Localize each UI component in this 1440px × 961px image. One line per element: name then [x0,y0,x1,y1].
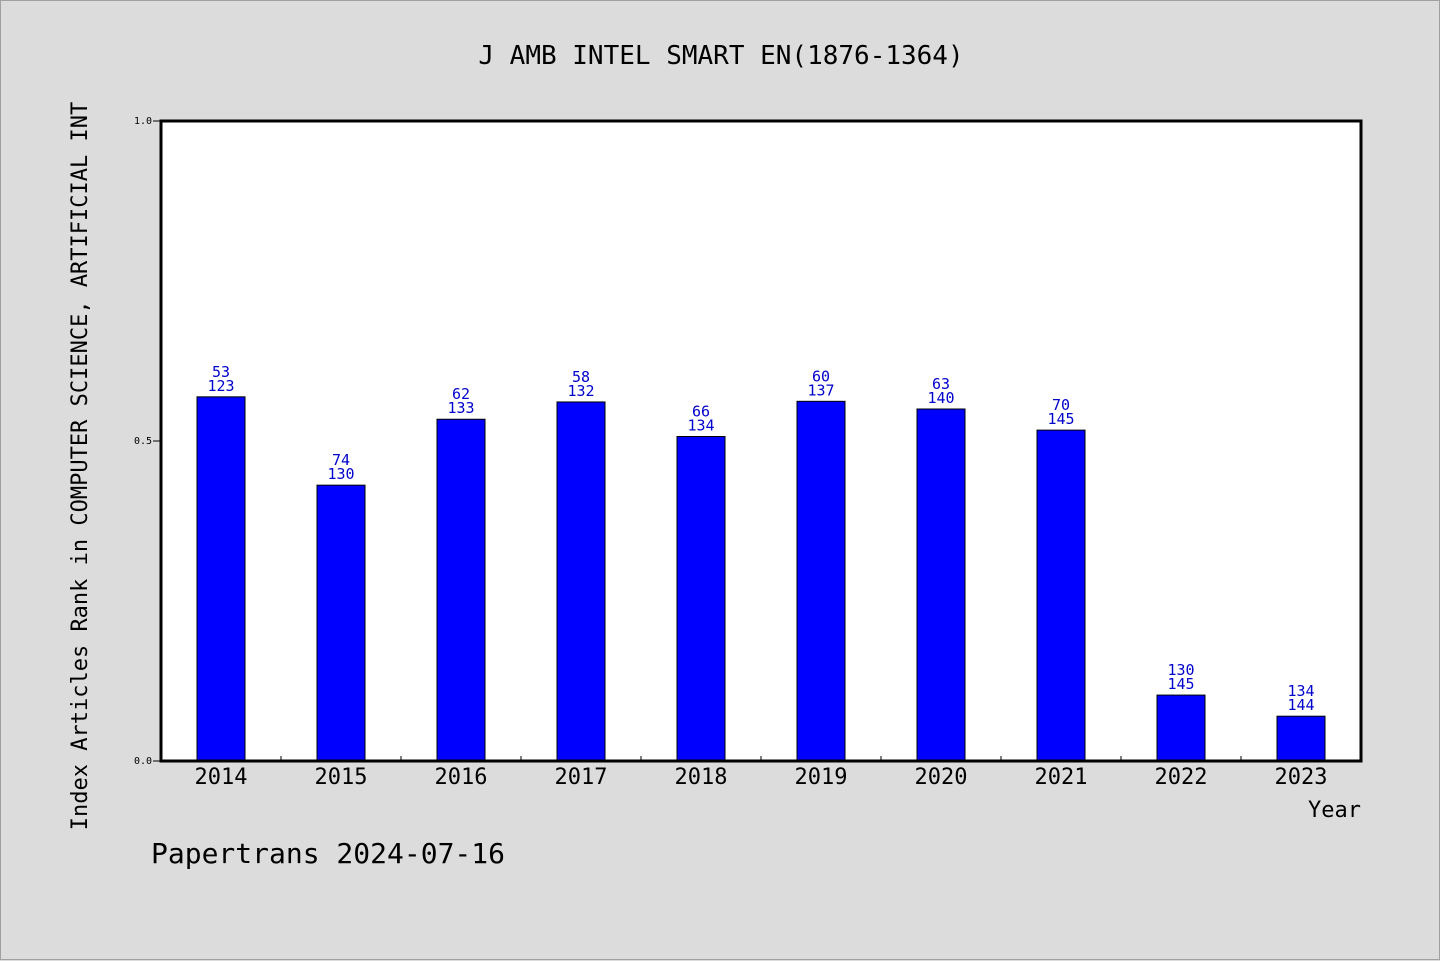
bar [676,436,726,762]
bar-rank-label: 53 [212,363,230,381]
bar [436,418,486,762]
footer-credit: Papertrans 2024-07-16 [151,837,505,870]
y-tick-label: 0.0 [134,756,152,767]
chart-title: J AMB INTEL SMART EN(1876-1364) [478,41,963,71]
bar [916,408,966,762]
bar [1156,694,1206,762]
x-tick-label: 2016 [435,765,488,790]
x-tick-label: 2023 [1275,765,1328,790]
bar-rank-label: 74 [332,451,350,469]
y-tick-label: 0.5 [134,436,152,447]
bar [1276,715,1326,762]
bar-rank-label: 70 [1052,396,1070,414]
bar-total-label: 134 [687,417,714,435]
bar-total-label: 133 [447,399,474,417]
bar-total-label: 130 [327,465,354,483]
bar [1036,429,1086,762]
bar-rank-label: 62 [452,385,470,403]
bar-total-label: 137 [807,381,834,399]
bar-total-label: 145 [1167,675,1194,693]
x-tick-label: 2019 [795,765,848,790]
x-tick-label: 2018 [675,765,728,790]
bar [556,401,606,762]
y-tick-label: 1.0 [134,116,152,127]
x-tick-label: 2022 [1155,765,1208,790]
bar-total-label: 144 [1287,696,1314,714]
bar-rank-label: 63 [932,375,950,393]
bar [196,396,246,762]
bar [796,400,846,762]
plot-border [159,119,1363,763]
x-tick-label: 2020 [915,765,968,790]
bar-total-label: 145 [1047,410,1074,428]
bar [316,484,366,762]
bar-rank-label: 58 [572,368,590,386]
bar-rank-label: 60 [812,367,830,385]
x-tick-label: 2015 [315,765,368,790]
y-axis-label: Index Articles Rank in COMPUTER SCIENCE,… [68,102,93,830]
bar-total-label: 132 [567,382,594,400]
bar-total-label: 123 [207,377,234,395]
bar-rank-label: 66 [692,403,710,421]
x-tick-label: 2017 [555,765,608,790]
bar-rank-label: 134 [1287,682,1314,700]
bar-rank-label: 130 [1167,661,1194,679]
chart-marks: 0.00.51.05312320147413020156213320165813… [134,116,1328,790]
x-axis-label: Year [1308,798,1361,823]
bar-total-label: 140 [927,389,954,407]
x-tick-label: 2021 [1035,765,1088,790]
x-tick-label: 2014 [195,765,248,790]
